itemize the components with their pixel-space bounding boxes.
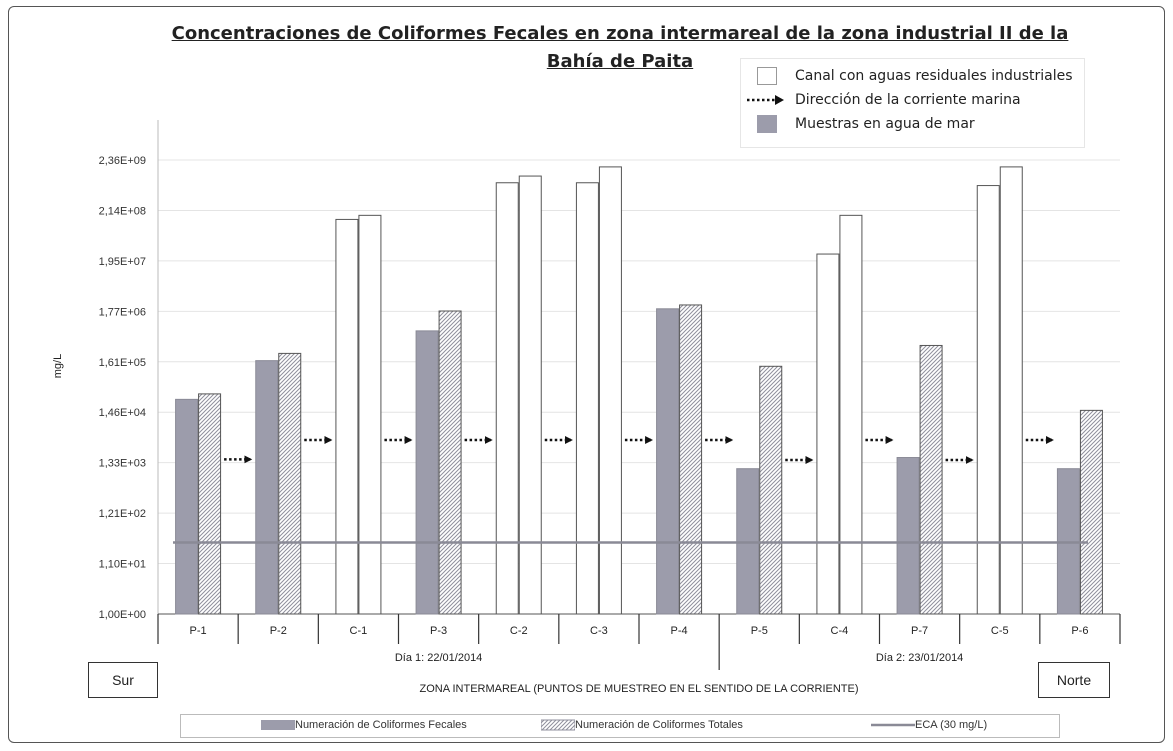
y-tick-label: 1,21E+02 <box>99 508 146 520</box>
total-swatch <box>541 719 575 731</box>
chart-frame <box>8 6 1165 743</box>
group-label: Día 2: 23/01/2014 <box>876 652 963 664</box>
bar-fecal-C-5 <box>976 185 1000 615</box>
y-tick-label: 1,46E+04 <box>99 407 146 419</box>
legend-fecal: Numeración de Coliformes Fecales <box>261 719 467 731</box>
x-tick-label: P-3 <box>430 625 447 637</box>
fecal-swatch <box>261 720 295 730</box>
y-tick-label: 2,14E+08 <box>99 205 146 217</box>
bar-total-P-7 <box>919 344 943 615</box>
legend-arrow-label: Dirección de la corriente marina <box>795 92 1021 108</box>
x-axis-label: ZONA INTERMAREAL (PUNTOS DE MUESTREO EN … <box>419 683 858 695</box>
x-tick-label: C-3 <box>590 625 608 637</box>
bar-fecal-C-1 <box>335 218 359 615</box>
bar-fecal-P-1 <box>175 398 199 615</box>
x-tick-label: P-2 <box>270 625 287 637</box>
bar-total-P-4 <box>679 304 703 615</box>
legend-eca-label: ECA (30 mg/L) <box>915 719 988 731</box>
bar-fecal-P-3 <box>415 330 439 615</box>
side-label-norte: Norte <box>1038 662 1110 698</box>
legend-canal-label: Canal con aguas residuales industriales <box>795 68 1073 84</box>
y-tick-label: 2,36E+09 <box>99 155 146 167</box>
legend-top: Canal con aguas residuales industriales … <box>740 58 1085 148</box>
legend-sea: Muestras en agua de mar <box>747 113 975 135</box>
bar-total-C-4 <box>839 214 863 615</box>
bar-total-P-1 <box>198 393 222 615</box>
dotted-arrow-icon <box>747 95 785 105</box>
bar-total-C-3 <box>598 166 622 615</box>
bar-total-P-6 <box>1079 409 1103 615</box>
legend-canal: Canal con aguas residuales industriales <box>747 65 1073 87</box>
x-tick-label: C-4 <box>831 625 849 637</box>
bar-fecal-P-7 <box>896 457 920 615</box>
bar-fecal-P-2 <box>255 360 279 615</box>
bar-fecal-C-2 <box>495 182 519 615</box>
bar-total-P-2 <box>278 352 302 615</box>
y-tick-label: 1,10E+01 <box>99 559 146 571</box>
legend-eca: ECA (30 mg/L) <box>871 719 987 731</box>
y-tick-label: 1,61E+05 <box>99 357 146 369</box>
bar-fecal-C-3 <box>575 182 599 615</box>
x-tick-label: C-1 <box>350 625 368 637</box>
y-axis-label: mg/L <box>52 353 64 379</box>
y-tick-label: 1,95E+07 <box>99 256 146 268</box>
x-tick-label: P-1 <box>190 625 207 637</box>
canal-swatch <box>757 67 777 85</box>
bar-total-C-1 <box>358 214 382 615</box>
legend-total: Numeración de Coliformes Totales <box>541 719 743 731</box>
bar-total-P-5 <box>759 365 783 615</box>
bar-total-P-3 <box>438 310 462 615</box>
x-tick-label: C-5 <box>991 625 1009 637</box>
x-tick-label: P-4 <box>671 625 688 637</box>
group-label: Día 1: 22/01/2014 <box>395 652 482 664</box>
legend-total-label: Numeración de Coliformes Totales <box>575 719 743 731</box>
legend-fecal-label: Numeración de Coliformes Fecales <box>295 719 467 731</box>
y-tick-label: 1,33E+03 <box>99 458 146 470</box>
bar-fecal-C-4 <box>816 253 840 615</box>
sea-swatch <box>757 115 777 133</box>
x-tick-label: C-2 <box>510 625 528 637</box>
chart-title: Concentraciones de Coliformes Fecales en… <box>171 23 1069 72</box>
x-tick-label: P-7 <box>911 625 928 637</box>
x-tick-label: P-6 <box>1071 625 1088 637</box>
bar-total-C-5 <box>999 166 1023 615</box>
side-label-sur: Sur <box>88 662 158 698</box>
legend-arrow: Dirección de la corriente marina <box>747 89 1021 111</box>
bar-fecal-P-4 <box>656 308 680 615</box>
y-tick-label: 1,00E+00 <box>99 609 146 621</box>
legend-sea-label: Muestras en agua de mar <box>795 116 975 132</box>
y-tick-label: 1,77E+06 <box>99 306 146 318</box>
bar-total-C-2 <box>518 175 542 615</box>
legend-bottom: Numeración de Coliformes Fecales Numerac… <box>180 714 1060 738</box>
eca-line-swatch <box>871 723 915 727</box>
x-tick-label: P-5 <box>751 625 768 637</box>
